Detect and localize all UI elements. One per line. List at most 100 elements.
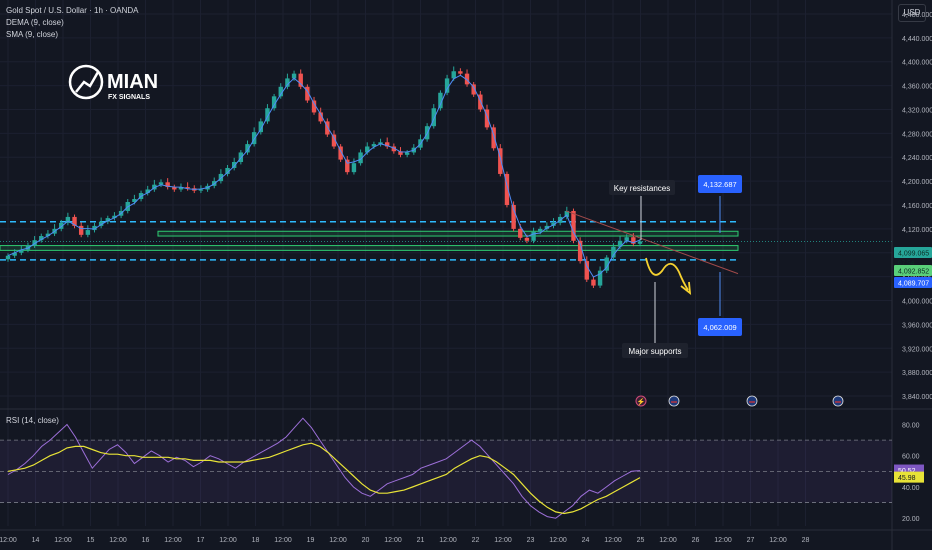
candle-body [172, 187, 177, 190]
countdown-label: 07:54 [898, 260, 915, 267]
sma-price-tag: 4,089.707 [898, 281, 929, 288]
projection-arrow [645, 257, 689, 291]
symbol-title[interactable]: Gold Spot / U.S. Dollar · 1h · OANDA [6, 6, 139, 15]
candle-body [597, 270, 603, 286]
candle-body [591, 279, 596, 286]
lightning-glyph: ⚡ [637, 397, 646, 406]
candle-body [98, 221, 104, 226]
x-tick-label: 15 [87, 537, 95, 544]
rsi-ma-line [7, 442, 641, 515]
x-tick-label: 12:00 [274, 537, 292, 544]
trendline [565, 210, 739, 275]
y-tick-label: 4,000.000 [902, 299, 932, 306]
rsi-tick-label: 60.00 [902, 454, 920, 461]
candle-body [265, 108, 270, 122]
candle-body [331, 134, 337, 147]
x-tick-label: 27 [747, 537, 755, 544]
candle-body [438, 92, 443, 109]
major-supports-label-box [622, 343, 688, 358]
currency-button[interactable]: USD [898, 4, 926, 22]
lightning-event-icon [635, 395, 647, 407]
x-tick-label: 19 [307, 537, 315, 544]
candle-body [19, 249, 24, 253]
candle-body [85, 230, 91, 235]
us-flag-event-icon [746, 395, 758, 407]
candle-body [444, 78, 450, 93]
x-tick-label: 12:00 [219, 537, 237, 544]
key-resistances-label: Key resistances [614, 184, 670, 193]
candle-body [617, 240, 623, 247]
candle-body [571, 210, 576, 241]
projection-arrowhead [680, 281, 692, 295]
candle-body [351, 163, 357, 173]
y-tick-label: 4,120.000 [902, 227, 932, 234]
candle-body [404, 152, 410, 155]
candle-body [378, 142, 383, 145]
support-zone [0, 245, 739, 251]
candle-body [564, 210, 570, 217]
x-tick-label: 22 [472, 537, 480, 544]
rsi-line [7, 417, 641, 519]
logo-circle-icon [68, 64, 104, 100]
candle-body [112, 215, 117, 219]
candle-body [12, 252, 17, 256]
candle-body [32, 240, 37, 246]
us-flag-event-icon [832, 395, 844, 407]
candle-body [198, 189, 204, 191]
rsi-tick-label: 20.00 [902, 516, 920, 523]
candle-body [531, 231, 536, 241]
dema-line [7, 74, 641, 278]
candle-body [278, 86, 283, 97]
candle-body [604, 257, 609, 271]
x-tick-label: 24 [582, 537, 590, 544]
x-tick-label: 12:00 [439, 537, 457, 544]
candle-body [72, 216, 77, 226]
candle-body [291, 73, 297, 79]
y-tick-label: 4,280.000 [902, 131, 932, 138]
rsi-ma-box [894, 471, 924, 483]
candle-body [398, 151, 403, 155]
y-tick-label: 4,480.000 [902, 12, 932, 19]
rsi-legend[interactable]: RSI (14, close) [6, 416, 59, 425]
candle-body [584, 261, 589, 280]
x-tick-label: 21 [417, 537, 425, 544]
candle-body [538, 228, 543, 232]
candle-body [524, 237, 530, 241]
x-tick-label: 28 [802, 537, 810, 544]
candle-body [371, 144, 377, 147]
y-tick-label: 4,160.000 [902, 203, 932, 210]
candle-body [59, 222, 64, 229]
dema-price-tag-box [894, 265, 932, 276]
candle-body [225, 167, 230, 174]
candle-body [338, 146, 343, 160]
candle-body [231, 162, 237, 168]
major-supports-label: Major supports [629, 347, 682, 356]
x-tick-label: 12:00 [164, 537, 182, 544]
x-tick-label: 12:00 [714, 537, 732, 544]
x-tick-label: 12:00 [329, 537, 347, 544]
candle-body [92, 225, 97, 231]
candle-body [285, 78, 290, 87]
sma-price-tag-box [894, 277, 932, 288]
candle-body [65, 216, 71, 223]
x-tick-label: 25 [637, 537, 645, 544]
rsi-ma-label: 45.98 [898, 475, 916, 482]
rsi-tick-label: 80.00 [902, 422, 920, 429]
target-up-label: 4,132.687 [703, 180, 736, 189]
candle-body [271, 96, 277, 109]
rsi-value-box [894, 464, 924, 476]
candle-body [518, 228, 523, 238]
dema-legend[interactable]: DEMA (9, close) [6, 18, 64, 27]
candle-body [611, 246, 616, 258]
y-tick-label: 4,200.000 [902, 179, 932, 186]
us-flag-event-icon [668, 395, 680, 407]
candle-body [391, 146, 397, 152]
x-tick-label: 12:00 [0, 537, 17, 544]
candle-body [298, 73, 303, 87]
candle-body [345, 159, 350, 173]
y-tick-label: 3,960.000 [902, 322, 932, 329]
sma-legend[interactable]: SMA (9, close) [6, 30, 59, 39]
candle-body [484, 109, 490, 128]
